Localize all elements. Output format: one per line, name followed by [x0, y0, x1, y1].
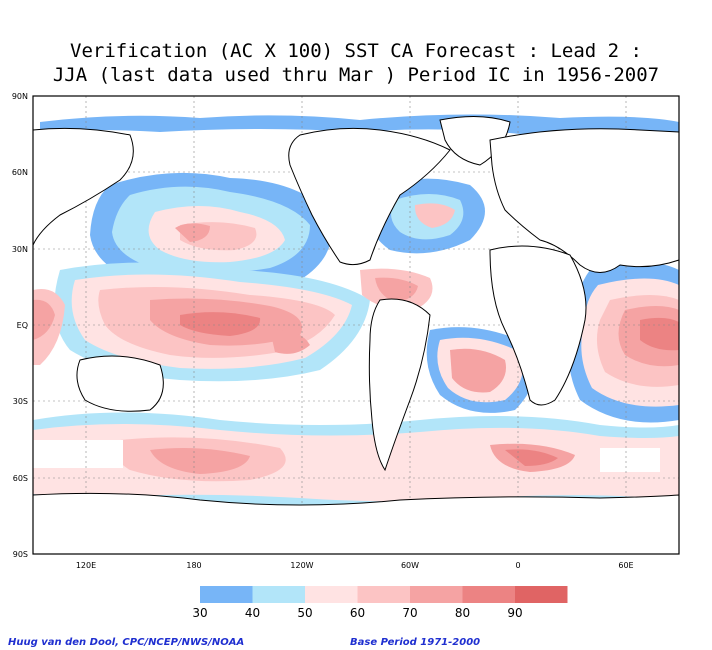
- lat-label: 60N: [12, 168, 28, 177]
- colorbar-swatch: [410, 586, 463, 603]
- correlation-shading: [33, 114, 679, 520]
- coastlines: [32, 115, 680, 555]
- lat-label: 30N: [12, 245, 28, 254]
- colorbar-swatch: [515, 586, 568, 603]
- lat-label: 90N: [12, 92, 28, 101]
- colorbar-label: 70: [402, 606, 417, 620]
- colorbar-label: 60: [350, 606, 365, 620]
- longitude-axis: 120E 180 120W 60W 0 60E: [76, 561, 634, 570]
- lon-label: 180: [186, 561, 201, 570]
- colorbar-swatch: [357, 586, 410, 603]
- base-period-text: Base Period 1971-2000: [350, 637, 481, 648]
- colorbar-label: 40: [245, 606, 260, 620]
- map-frame: [32, 95, 680, 555]
- lon-label: 0: [515, 561, 520, 570]
- lat-label: EQ: [17, 321, 28, 330]
- colorbar-label: 90: [507, 606, 522, 620]
- colorbar-swatch: [252, 586, 305, 603]
- colorbar-label: 30: [192, 606, 207, 620]
- lon-label: 120E: [76, 561, 96, 570]
- lat-label: 30S: [13, 397, 28, 406]
- lon-label: 120W: [290, 561, 313, 570]
- colorbar-swatch: [462, 586, 515, 603]
- lon-label: 60W: [401, 561, 419, 570]
- colorbar-label: 50: [297, 606, 312, 620]
- credit-text: Huug van den Dool, CPC/NCEP/NWS/NOAA: [8, 637, 245, 648]
- colorbar-swatch: [305, 586, 358, 603]
- map-title-line2: JJA (last data used thru Mar ) Period IC…: [52, 64, 660, 86]
- colorbar: 30 40 50 60 70 80 90: [192, 586, 568, 620]
- lat-label: 90S: [13, 550, 28, 559]
- colorbar-label: 80: [455, 606, 470, 620]
- map-title-line1: Verification (AC X 100) SST CA Forecast …: [70, 40, 642, 62]
- latitude-axis: 90N 60N 30N EQ 30S 60S 90S: [12, 92, 28, 559]
- colorbar-swatch: [200, 586, 253, 603]
- lat-label: 60S: [13, 474, 28, 483]
- lon-label: 60E: [618, 561, 633, 570]
